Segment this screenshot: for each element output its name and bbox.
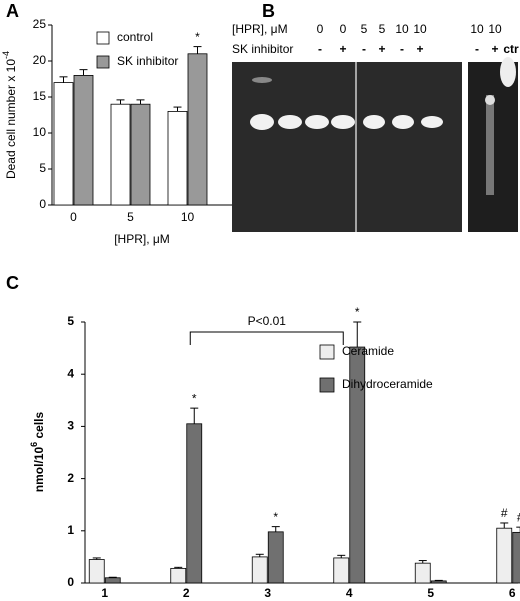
gel-lane-label: -	[400, 42, 404, 56]
y-axis-label-text: Dead cell number x 10	[4, 59, 18, 179]
x-tick-label: 10	[181, 210, 195, 224]
y-tick-label: 10	[33, 125, 47, 139]
x-tick-label: 0	[70, 210, 77, 224]
y-tick-label: 15	[33, 89, 47, 103]
panel-label: B	[262, 1, 275, 21]
bar	[110, 103, 131, 206]
panel-label: A	[6, 1, 19, 21]
gel-lane-label: +	[339, 42, 346, 56]
significance-marker: *	[273, 510, 278, 524]
gel-lane-label: 10	[395, 22, 409, 36]
gel-row-label: SK inhibitor	[232, 42, 293, 56]
y-axis-label: Dead cell number x 10-4	[1, 51, 18, 179]
gel-lane-label: 0	[317, 22, 324, 36]
x-tick-label: 6	[509, 586, 516, 600]
legend-swatch	[319, 377, 335, 393]
y-tick-label: 4	[67, 366, 74, 380]
bar	[251, 556, 268, 584]
gel-lane-label: -	[475, 42, 479, 56]
x-tick-label: 3	[264, 586, 271, 600]
y-tick-label: 2	[67, 471, 74, 485]
legend-swatch	[96, 55, 110, 69]
gel-lane-label: -	[362, 42, 366, 56]
gel-lane-label: 10	[413, 22, 427, 36]
gel-lane-label: 10	[470, 22, 484, 36]
y-tick-label: 0	[39, 197, 46, 211]
y-tick-label: 20	[33, 53, 47, 67]
x-tick-label: 4	[346, 586, 353, 600]
bar	[167, 111, 188, 206]
gel-bands	[250, 57, 516, 195]
significance-marker: *	[355, 305, 360, 319]
gel-lane-label: 0	[340, 22, 347, 36]
legend-swatch	[96, 31, 110, 45]
gel-row-label: [HPR], μM	[232, 22, 288, 36]
significance-marker: #	[517, 510, 520, 524]
y-axis-label-sup: 6	[29, 442, 39, 447]
y-tick-label: 0	[67, 575, 74, 589]
y-tick-label: 25	[33, 17, 47, 31]
gel-lane-label: -	[318, 42, 322, 56]
bar	[53, 82, 74, 206]
y-tick-label: 3	[67, 419, 74, 433]
y-axis-label-text: nmol/10	[32, 447, 46, 493]
legend-swatch	[319, 344, 335, 360]
bar	[414, 562, 431, 584]
y-tick-label: 5	[67, 314, 74, 328]
panel-label: C	[6, 273, 19, 293]
bar	[333, 557, 350, 584]
x-tick-label: 2	[183, 586, 190, 600]
x-tick-label: 5	[427, 586, 434, 600]
gel-lane-label: 5	[361, 22, 368, 36]
bar	[104, 577, 121, 584]
y-axis-label: nmol/106 cells	[29, 411, 46, 492]
bar	[496, 527, 513, 584]
legend-label: Dihydroceramide	[342, 377, 433, 391]
bar	[186, 423, 203, 584]
significance-marker: *	[195, 30, 200, 44]
bar	[88, 559, 105, 584]
y-axis-label-text: cells	[32, 411, 46, 441]
gel-lane-label: 5	[379, 22, 386, 36]
bar	[170, 567, 187, 584]
significance-bracket	[189, 331, 344, 345]
significance-marker: *	[192, 391, 197, 405]
significance-marker: #	[501, 506, 508, 520]
x-tick-label: 1	[101, 586, 108, 600]
y-axis-label-sup: -4	[1, 51, 11, 59]
bar	[73, 75, 94, 206]
gel-lane-label: +	[416, 42, 423, 56]
bar	[512, 531, 520, 584]
bracket-label: P<0.01	[248, 314, 287, 328]
x-tick-label: 5	[127, 210, 134, 224]
gel-lane-label: 10	[488, 22, 502, 36]
bar	[349, 346, 366, 584]
y-tick-label: 5	[39, 161, 46, 175]
bar	[430, 580, 447, 584]
bar	[187, 53, 208, 206]
gel-image	[232, 62, 462, 232]
gel-lane-label: +	[378, 42, 385, 56]
bar	[130, 103, 151, 206]
bar	[267, 531, 284, 584]
legend-label: SK inhibitor	[117, 54, 178, 68]
gel-lane-label: +	[491, 42, 498, 56]
gel-lane-label: ctr	[503, 42, 519, 56]
legend-label: control	[117, 30, 153, 44]
y-tick-label: 1	[67, 523, 74, 537]
x-axis-label: [HPR], μM	[114, 232, 170, 246]
legend-label: Ceramide	[342, 344, 394, 358]
